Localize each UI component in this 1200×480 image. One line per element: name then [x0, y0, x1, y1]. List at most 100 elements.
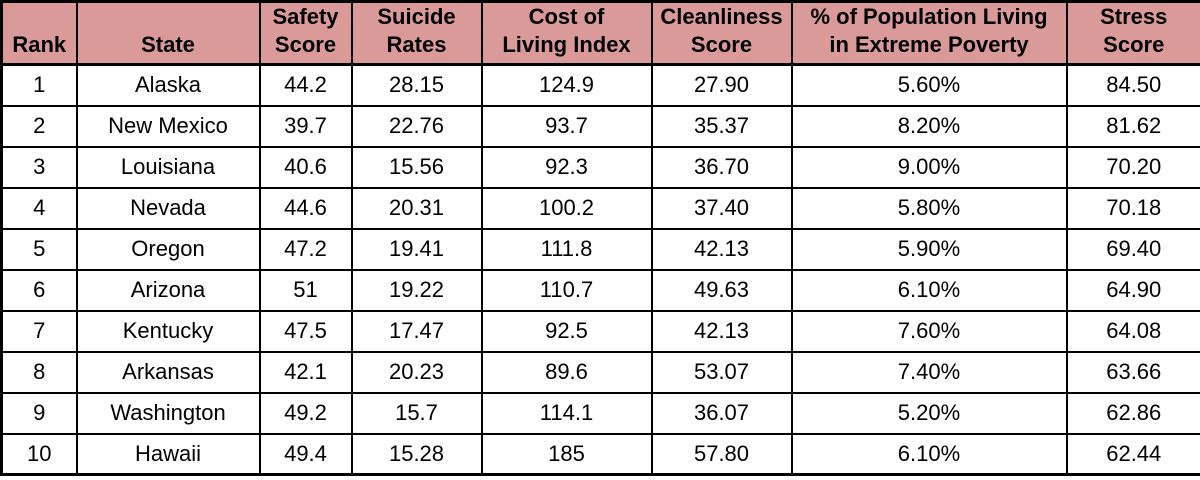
cell-rank: 10: [0, 432, 78, 476]
column-header-stress_score: Stress Score: [1065, 0, 1200, 66]
table-row: 4 Nevada 44.6 20.31 100.2 37.40 5.80% 70.18: [0, 186, 1200, 230]
cell-cost_of_living_index: 92.5: [480, 309, 653, 353]
cell-suicide_rates: 17.47: [350, 309, 483, 353]
table-row: 9 Washington 49.2 15.7 114.1 36.07 5.20% 62.86: [0, 391, 1200, 435]
cell-pct_population_extreme_poverty: 5.20%: [790, 391, 1068, 435]
cell-stress_score: 64.08: [1065, 309, 1200, 353]
cell-rank: 2: [0, 104, 78, 148]
cell-safety_score: 47.5: [258, 309, 353, 353]
cell-cost_of_living_index: 185: [480, 432, 653, 476]
cell-rank: 1: [0, 63, 78, 107]
cell-cleanliness_score: 42.13: [650, 227, 793, 271]
cell-cost_of_living_index: 89.6: [480, 350, 653, 394]
cell-pct_population_extreme_poverty: 6.10%: [790, 432, 1068, 476]
cell-stress_score: 69.40: [1065, 227, 1200, 271]
cell-rank: 7: [0, 309, 78, 353]
cell-cleanliness_score: 27.90: [650, 63, 793, 107]
cell-pct_population_extreme_poverty: 9.00%: [790, 145, 1068, 189]
cell-pct_population_extreme_poverty: 8.20%: [790, 104, 1068, 148]
cell-stress_score: 62.86: [1065, 391, 1200, 435]
column-header-suicide_rates: Suicide Rates: [350, 0, 483, 66]
cell-cost_of_living_index: 111.8: [480, 227, 653, 271]
table-row: 2 New Mexico 39.7 22.76 93.7 35.37 8.20% 81.62: [0, 104, 1200, 148]
cell-pct_population_extreme_poverty: 6.10%: [790, 268, 1068, 312]
cell-stress_score: 70.20: [1065, 145, 1200, 189]
cell-suicide_rates: 20.23: [350, 350, 483, 394]
table-row: 3 Louisiana 40.6 15.56 92.3 36.70 9.00% 70.20: [0, 145, 1200, 189]
table-row: 1 Alaska 44.2 28.15 124.9 27.90 5.60% 84.50: [0, 63, 1200, 107]
cell-suicide_rates: 19.41: [350, 227, 483, 271]
cell-suicide_rates: 19.22: [350, 268, 483, 312]
cell-cost_of_living_index: 110.7: [480, 268, 653, 312]
cell-rank: 4: [0, 186, 78, 230]
table-row: 6 Arizona 51 19.22 110.7 49.63 6.10% 64.90: [0, 268, 1200, 312]
cell-state: Hawaii: [75, 432, 261, 476]
cell-suicide_rates: 15.56: [350, 145, 483, 189]
cell-cleanliness_score: 35.37: [650, 104, 793, 148]
cell-state: Oregon: [75, 227, 261, 271]
cell-rank: 9: [0, 391, 78, 435]
table-body: 1 Alaska 44.2 28.15 124.9 27.90 5.60% 84.50 2 New…: [0, 63, 1200, 476]
cell-state: Arizona: [75, 268, 261, 312]
cell-suicide_rates: 15.28: [350, 432, 483, 476]
table-row: 10 Hawaii 49.4 15.28 185 57.80 6.10% 62.44: [0, 432, 1200, 476]
cell-state: Alaska: [75, 63, 261, 107]
cell-state: Kentucky: [75, 309, 261, 353]
cell-suicide_rates: 22.76: [350, 104, 483, 148]
cell-stress_score: 84.50: [1065, 63, 1200, 107]
cell-safety_score: 49.2: [258, 391, 353, 435]
column-header-cleanliness_score: Cleanliness Score: [650, 0, 793, 66]
cell-cost_of_living_index: 92.3: [480, 145, 653, 189]
cell-stress_score: 81.62: [1065, 104, 1200, 148]
cell-safety_score: 47.2: [258, 227, 353, 271]
column-header-pct_population_extreme_poverty: % of Population Living in Extreme Povert…: [790, 0, 1068, 66]
cell-cleanliness_score: 36.70: [650, 145, 793, 189]
cell-rank: 5: [0, 227, 78, 271]
cell-rank: 8: [0, 350, 78, 394]
cell-cost_of_living_index: 114.1: [480, 391, 653, 435]
cell-rank: 3: [0, 145, 78, 189]
cell-cleanliness_score: 57.80: [650, 432, 793, 476]
cell-state: Washington: [75, 391, 261, 435]
cell-cost_of_living_index: 100.2: [480, 186, 653, 230]
cell-suicide_rates: 28.15: [350, 63, 483, 107]
cell-state: Nevada: [75, 186, 261, 230]
cell-pct_population_extreme_poverty: 5.80%: [790, 186, 1068, 230]
cell-suicide_rates: 15.7: [350, 391, 483, 435]
cell-stress_score: 62.44: [1065, 432, 1200, 476]
table-row: 7 Kentucky 47.5 17.47 92.5 42.13 7.60% 64.08: [0, 309, 1200, 353]
cell-safety_score: 49.4: [258, 432, 353, 476]
cell-pct_population_extreme_poverty: 5.90%: [790, 227, 1068, 271]
cell-stress_score: 70.18: [1065, 186, 1200, 230]
column-header-state: State: [75, 0, 261, 66]
cell-cost_of_living_index: 93.7: [480, 104, 653, 148]
table-header: Rank State Safety Score Suicide Rates Cost o…: [0, 0, 1200, 66]
cell-safety_score: 51: [258, 268, 353, 312]
cell-safety_score: 40.6: [258, 145, 353, 189]
cell-pct_population_extreme_poverty: 7.40%: [790, 350, 1068, 394]
cell-cleanliness_score: 42.13: [650, 309, 793, 353]
cell-pct_population_extreme_poverty: 7.60%: [790, 309, 1068, 353]
cell-stress_score: 64.90: [1065, 268, 1200, 312]
cell-cleanliness_score: 53.07: [650, 350, 793, 394]
table-row: 8 Arkansas 42.1 20.23 89.6 53.07 7.40% 63.66: [0, 350, 1200, 394]
cell-safety_score: 44.6: [258, 186, 353, 230]
cell-safety_score: 44.2: [258, 63, 353, 107]
cell-pct_population_extreme_poverty: 5.60%: [790, 63, 1068, 107]
cell-rank: 6: [0, 268, 78, 312]
cell-suicide_rates: 20.31: [350, 186, 483, 230]
column-header-safety_score: Safety Score: [258, 0, 353, 66]
table-row: 5 Oregon 47.2 19.41 111.8 42.13 5.90% 69.40: [0, 227, 1200, 271]
cell-state: Arkansas: [75, 350, 261, 394]
cell-cleanliness_score: 37.40: [650, 186, 793, 230]
cell-safety_score: 39.7: [258, 104, 353, 148]
cell-state: Louisiana: [75, 145, 261, 189]
cell-safety_score: 42.1: [258, 350, 353, 394]
cell-cleanliness_score: 36.07: [650, 391, 793, 435]
cell-state: New Mexico: [75, 104, 261, 148]
column-header-rank: Rank: [0, 0, 78, 66]
column-header-cost_of_living_index: Cost of Living Index: [480, 0, 653, 66]
cell-cleanliness_score: 49.63: [650, 268, 793, 312]
cell-cost_of_living_index: 124.9: [480, 63, 653, 107]
